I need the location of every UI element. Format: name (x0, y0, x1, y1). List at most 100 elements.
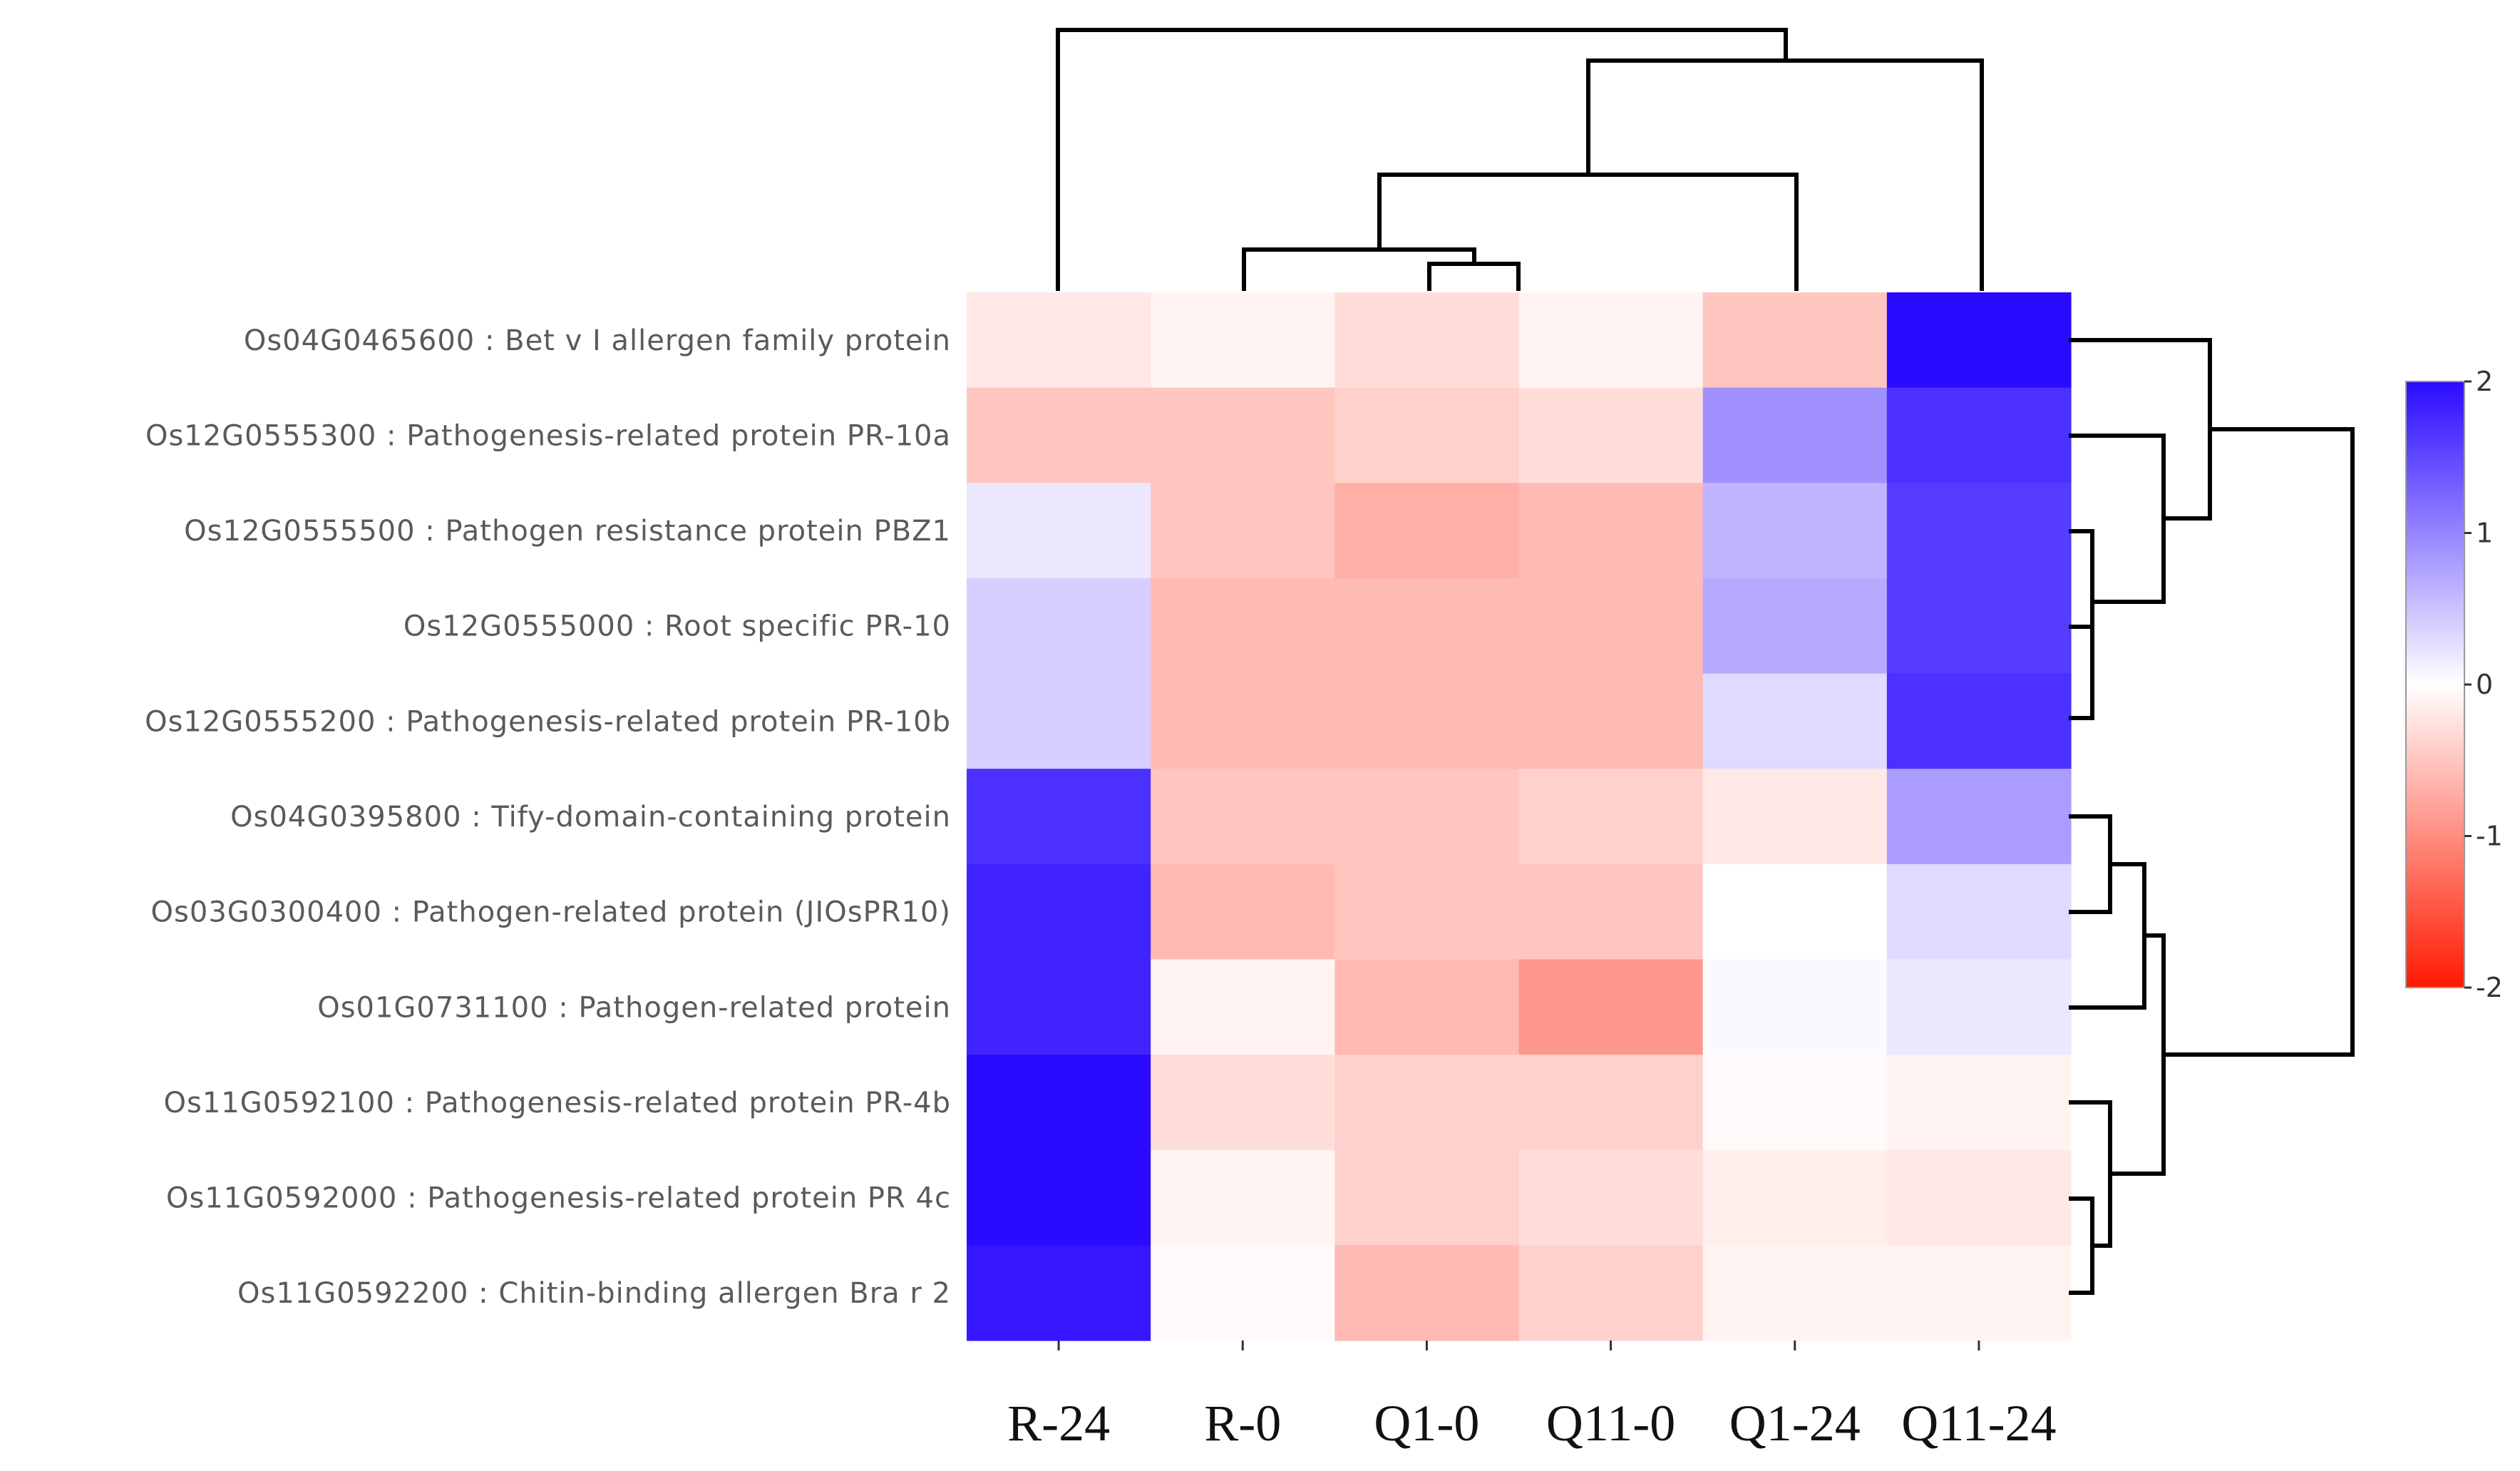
heatmap-cell-r5-c2 (1334, 769, 1520, 865)
row-label: Os04G0395800 : Tify-domain-containing pr… (230, 801, 951, 834)
color-bar-gradient (2405, 381, 2465, 988)
heatmap-cell-r5-c0 (967, 769, 1151, 865)
row-label: Os12G0555500 : Pathogen resistance prote… (184, 515, 951, 548)
heatmap-cell-r7-c1 (1151, 959, 1335, 1055)
heatmap-cell-r7-c0 (967, 959, 1151, 1055)
row-dendro-link-lower (2108, 933, 2166, 1176)
col-dendro-link-q1-24 (1377, 173, 1799, 291)
heatmap-cell-r4-c1 (1151, 673, 1335, 769)
row-label: Os01G0731100 : Pathogen-related protein (317, 991, 951, 1024)
heatmap-cell-r7-c4 (1702, 959, 1888, 1055)
heatmap-cell-r8-c0 (967, 1055, 1151, 1151)
color-bar: 2 1 0 -1 -2 (2405, 366, 2503, 1003)
heatmap-cell-r3-c4 (1702, 578, 1888, 675)
heatmap-cell-r10-c1 (1151, 1245, 1335, 1341)
heatmap-cell-r6-c2 (1334, 863, 1520, 960)
heatmap-cell-r0-c3 (1518, 292, 1704, 389)
heatmap-cell-r4-c4 (1702, 673, 1888, 769)
color-bar-tick-label: -2 (2476, 972, 2503, 1003)
column-labels: R-24 R-0 Q1-0 Q11-0 Q1-24 Q11-24 (1007, 1395, 2056, 1452)
column-label: Q1-24 (1729, 1395, 1861, 1452)
color-bar-tick-label: 2 (2476, 366, 2493, 397)
heatmap-cell-r4-c2 (1334, 673, 1520, 769)
heatmap-cell-r0-c4 (1702, 292, 1888, 389)
heatmap-cell-r3-c3 (1518, 578, 1704, 675)
heatmap-cell-r5-c3 (1518, 769, 1704, 865)
heatmap-cell-r9-c1 (1151, 1149, 1335, 1246)
heatmap-cell-r8-c2 (1334, 1055, 1520, 1151)
heatmap-cell-r2-c0 (967, 483, 1151, 579)
column-dendrogram (1056, 28, 1984, 291)
heatmap-cell-r4-c0 (967, 673, 1151, 769)
heatmap-cell-r9-c3 (1518, 1149, 1704, 1246)
heatmap-cell-r1-c2 (1334, 387, 1520, 483)
heatmap-cell-r9-c4 (1702, 1149, 1888, 1246)
heatmap-cell-r2-c1 (1151, 483, 1335, 579)
col-dendro-link-q1-0-q11-0 (1427, 262, 1521, 291)
heatmap-cell-r6-c3 (1518, 863, 1704, 960)
heatmap-cell-r3-c1 (1151, 578, 1335, 675)
heatmap-cell-r1-c5 (1886, 387, 2072, 483)
row-dendro-link-root (2161, 427, 2355, 1057)
row-label: Os11G0592000 : Pathogenesis-related prot… (166, 1182, 951, 1215)
heatmap-cell-r7-c2 (1334, 959, 1520, 1055)
heatmap-cell-r0-c2 (1334, 292, 1520, 389)
heatmap-cell-r10-c4 (1702, 1245, 1888, 1341)
heatmap-cell-r8-c1 (1151, 1055, 1335, 1151)
column-label: Q11-0 (1546, 1395, 1675, 1452)
row-label: Os11G0592200 : Chitin-binding allergen B… (237, 1277, 951, 1310)
row-dendro-link-pbz1 (2069, 529, 2094, 675)
column-ticks (1057, 1341, 1980, 1350)
row-dendro-link-pr4c-chitin (2069, 1196, 2094, 1295)
heatmap-cell-r2-c4 (1702, 483, 1888, 579)
heatmap-cell-r1-c0 (967, 387, 1151, 483)
heatmap-cell-r3-c5 (1886, 578, 2072, 675)
color-bar-ticks: 2 1 0 -1 -2 (2464, 366, 2503, 1003)
column-label: Q11-24 (1901, 1395, 2056, 1452)
row-dendro-link-pr10a (2069, 434, 2166, 604)
heatmap-cell-r7-c3 (1518, 959, 1704, 1055)
row-label: Os04G0465600 : Bet v I allergen family p… (244, 324, 951, 357)
row-dendrogram (2069, 338, 2355, 1295)
heatmap-cell-r1-c3 (1518, 387, 1704, 483)
column-label: R-0 (1204, 1395, 1281, 1452)
heatmap-cell-r0-c0 (967, 292, 1151, 389)
heatmap-cell-r7-c5 (1886, 959, 2072, 1055)
heatmap-cell-r9-c5 (1886, 1149, 2072, 1246)
heatmap-cell-r0-c1 (1151, 292, 1335, 389)
row-label: Os03G0300400 : Pathogen-related protein … (151, 896, 951, 929)
heatmap-cell-r5-c1 (1151, 769, 1335, 865)
color-bar-tick-label: 0 (2476, 669, 2493, 700)
heatmap-cell-r10-c5 (1886, 1245, 2072, 1341)
row-label: Os11G0592100 : Pathogenesis-related prot… (164, 1087, 951, 1119)
row-dendro-link-pr10-root-b (2069, 625, 2094, 720)
col-dendro-link-root (1056, 28, 1788, 291)
heatmap-cell-r0-c5 (1886, 292, 2072, 389)
row-label: Os12G0555000 : Root specific PR-10 (403, 610, 951, 643)
heatmap-cell-r1-c4 (1702, 387, 1888, 483)
color-bar-tick-label: -1 (2476, 821, 2503, 852)
heatmap-cell-r6-c0 (967, 863, 1151, 960)
heatmap-cell-r3-c2 (1334, 578, 1520, 675)
heatmap-cell-r8-c3 (1518, 1055, 1704, 1151)
heatmap-cell-r10-c0 (967, 1245, 1151, 1341)
row-labels: Os04G0465600 : Bet v I allergen family p… (145, 324, 951, 1310)
heatmap-cell-r1-c1 (1151, 387, 1335, 483)
heatmap-cell-r2-c3 (1518, 483, 1704, 579)
heatmap-cell-r5-c5 (1886, 769, 2072, 865)
row-label: Os12G0555300 : Pathogenesis-related prot… (145, 419, 951, 452)
heatmap-cell-r2-c2 (1334, 483, 1520, 579)
row-label: Os12G0555200 : Pathogenesis-related prot… (145, 705, 951, 738)
heatmap-cell-r2-c5 (1886, 483, 2072, 579)
heatmap-cell-r9-c0 (967, 1149, 1151, 1246)
heatmap-cell-r4-c3 (1518, 673, 1704, 769)
heatmap-cell-r6-c4 (1702, 863, 1888, 960)
column-label: Q1-0 (1374, 1395, 1479, 1452)
color-bar-tick-label: 1 (2476, 518, 2493, 549)
heatmap-cell-r6-c5 (1886, 863, 2072, 960)
heatmap-cell-r10-c3 (1518, 1245, 1704, 1341)
heatmap-cell-r8-c4 (1702, 1055, 1888, 1151)
col-dendro-link-r-0 (1242, 247, 1476, 291)
heatmap-cell-r4-c5 (1886, 673, 2072, 769)
